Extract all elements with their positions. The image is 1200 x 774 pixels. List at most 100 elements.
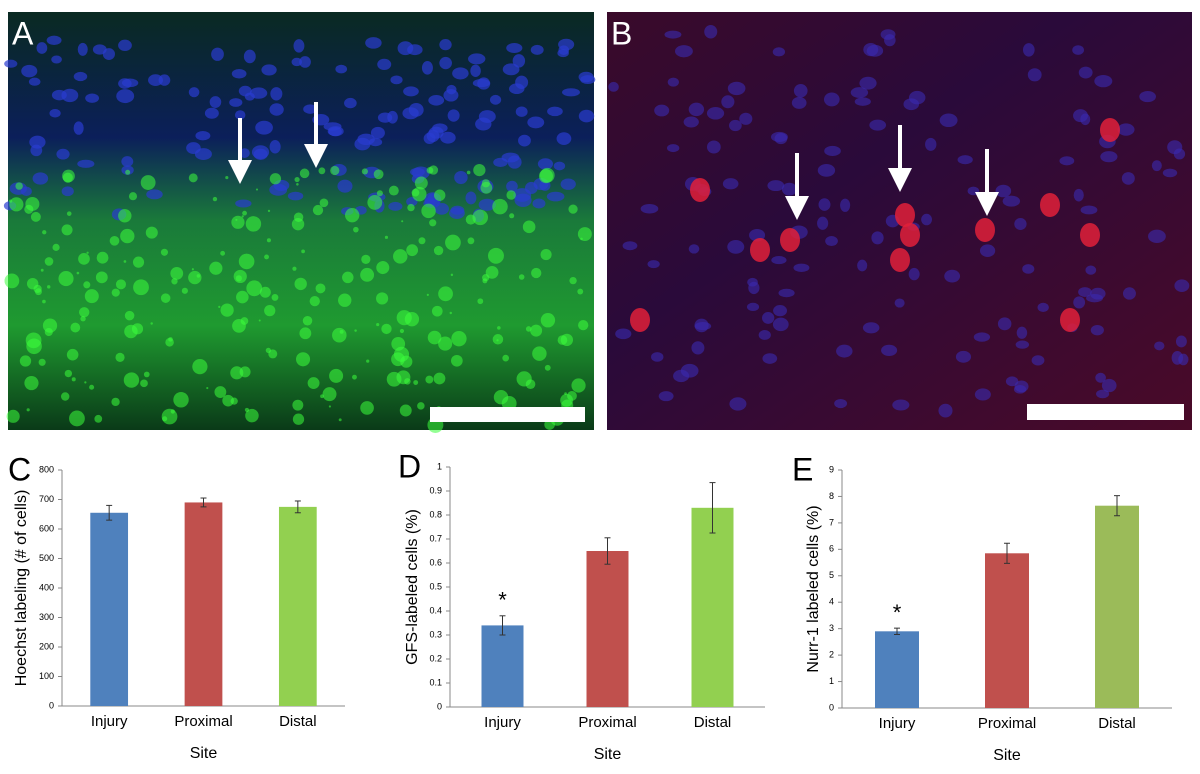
nucleus	[1078, 66, 1093, 79]
y-tick-label: 2	[829, 649, 834, 659]
nucleus	[727, 240, 745, 254]
green-speck	[66, 348, 79, 361]
nucleus	[421, 60, 433, 75]
green-speck	[569, 276, 577, 285]
nucleus	[664, 30, 682, 39]
nucleus	[658, 391, 674, 402]
error-bar	[1114, 495, 1120, 517]
nucleus	[397, 41, 414, 56]
green-speck	[181, 287, 188, 294]
nucleus	[244, 92, 255, 101]
green-speck	[417, 402, 425, 410]
nucleus	[781, 182, 797, 196]
green-speck	[434, 189, 446, 201]
green-speck	[361, 254, 371, 264]
nucleus	[938, 403, 953, 418]
nucleus	[1178, 353, 1189, 366]
nucleus	[1073, 188, 1084, 202]
nucleus	[478, 198, 496, 211]
nucleus	[1022, 43, 1035, 57]
green-speck	[427, 330, 442, 345]
green-speck	[399, 328, 405, 334]
green-speck	[376, 292, 389, 305]
nucleus	[1002, 195, 1021, 207]
green-speck	[242, 210, 247, 216]
green-speck	[493, 389, 509, 405]
green-speck	[399, 404, 412, 417]
nucleus	[894, 298, 905, 308]
nucleus	[118, 39, 132, 52]
y-tick-label: 0.7	[429, 533, 442, 543]
nucleus	[377, 112, 393, 123]
nucleus	[640, 204, 659, 214]
red-cell	[690, 178, 710, 202]
green-speck	[319, 198, 329, 208]
nucleus	[761, 311, 775, 324]
annotation: *	[893, 600, 902, 625]
nucleus	[77, 42, 88, 56]
y-axis-label: GFS-labeled cells (%)	[404, 509, 421, 665]
green-speck	[209, 261, 223, 275]
green-speck	[70, 322, 81, 333]
nucleus	[28, 77, 41, 86]
nucleus	[377, 58, 392, 71]
green-speck	[299, 168, 310, 179]
green-speck	[232, 318, 246, 333]
green-speck	[196, 274, 201, 278]
nucleus	[560, 178, 576, 190]
nucleus	[850, 87, 869, 98]
green-speck	[128, 192, 138, 201]
nucleus	[973, 332, 991, 342]
green-speck	[367, 195, 383, 210]
panel-label: E	[792, 451, 813, 487]
y-tick-label: 0.6	[429, 557, 442, 567]
nucleus	[454, 170, 468, 185]
nucleus	[667, 144, 680, 153]
red-cell	[975, 218, 995, 242]
green-speck	[230, 366, 244, 380]
nucleus	[1037, 302, 1049, 313]
nucleus	[818, 198, 831, 211]
nucleus	[647, 260, 660, 269]
y-tick-label: 500	[39, 553, 54, 563]
nucleus	[729, 397, 747, 411]
nucleus	[704, 25, 718, 39]
green-speck	[246, 280, 263, 297]
nucleus	[344, 97, 357, 109]
green-speck	[407, 203, 415, 212]
green-speck	[78, 253, 90, 265]
nucleus	[974, 388, 991, 401]
green-speck	[188, 173, 198, 183]
green-speck	[381, 323, 392, 335]
green-speck	[485, 265, 499, 279]
green-speck	[497, 326, 501, 330]
y-axis-label: Nurr-1 labeled cells (%)	[805, 505, 822, 672]
nucleus	[452, 67, 469, 80]
green-speck	[299, 327, 312, 340]
green-speck	[531, 267, 542, 279]
nucleus	[957, 155, 973, 165]
nucleus	[303, 104, 318, 114]
nucleus	[1162, 168, 1178, 178]
green-speck	[292, 266, 297, 271]
green-speck	[94, 414, 103, 423]
nucleus	[1015, 340, 1030, 349]
nucleus	[204, 107, 219, 119]
nucleus	[767, 180, 785, 192]
green-speck	[162, 416, 168, 422]
nucleus	[944, 269, 961, 283]
nucleus	[793, 263, 810, 273]
nucleus	[337, 179, 353, 193]
green-speck	[26, 408, 30, 412]
green-speck	[84, 289, 99, 304]
green-speck	[238, 253, 255, 270]
green-speck	[400, 355, 413, 368]
green-speck	[25, 196, 40, 211]
nucleus	[524, 181, 538, 195]
x-axis-label: Site	[993, 747, 1021, 764]
green-speck	[406, 244, 419, 257]
green-speck	[294, 176, 300, 183]
green-speck	[307, 377, 320, 389]
nucleus	[261, 64, 277, 76]
nucleus	[73, 121, 84, 135]
